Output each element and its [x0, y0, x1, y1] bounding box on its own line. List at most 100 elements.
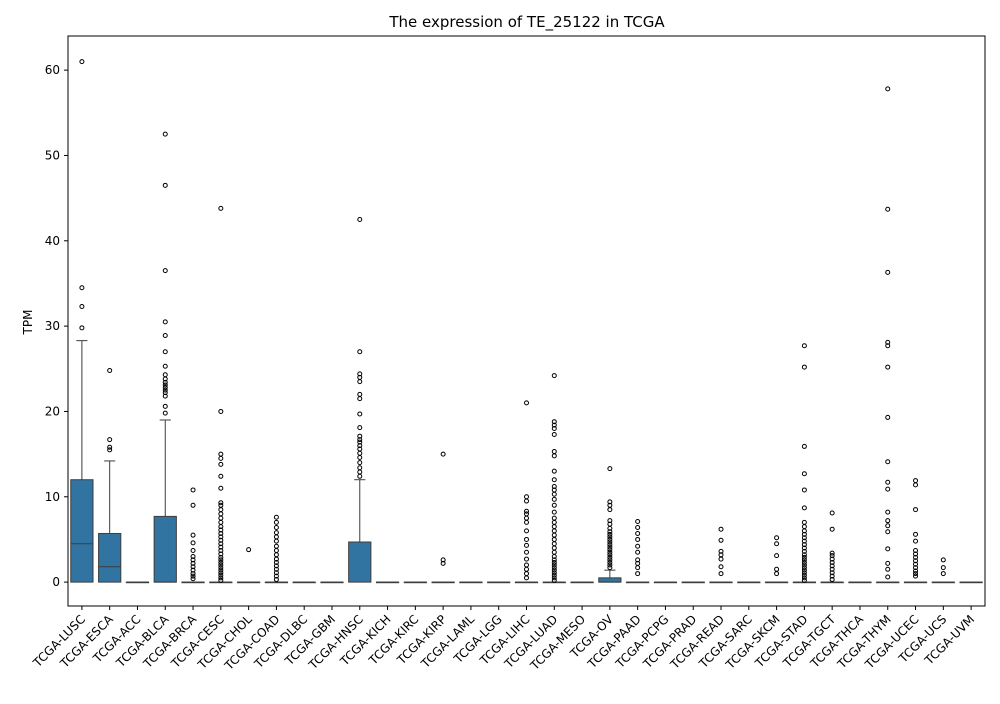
outlier-point — [885, 486, 891, 492]
outlier-point — [551, 570, 557, 576]
outlier-point — [162, 379, 168, 385]
outlier-point — [607, 565, 613, 571]
outlier-point — [162, 403, 168, 409]
y-tick-label: 10 — [45, 490, 60, 504]
outlier-point — [218, 554, 224, 560]
outlier-point — [273, 514, 279, 520]
outlier-point — [885, 509, 891, 515]
box-group-tcga-read — [709, 526, 733, 584]
outlier-point — [829, 559, 835, 565]
outlier-point — [635, 557, 641, 563]
outlier-point — [885, 566, 891, 572]
outlier-point — [885, 459, 891, 465]
outlier-point — [885, 364, 891, 370]
outlier-point — [357, 411, 363, 417]
outlier-point — [801, 538, 807, 544]
outlier-point — [273, 543, 279, 549]
outlier-point — [801, 531, 807, 537]
outlier-point — [829, 563, 835, 569]
outlier-point — [551, 575, 557, 581]
outlier-point — [913, 558, 919, 564]
outlier-point — [801, 535, 807, 541]
outlier-point — [218, 485, 224, 491]
outlier-point — [801, 559, 807, 565]
outlier-point — [162, 410, 168, 416]
outlier-point — [357, 216, 363, 222]
box-group-tcga-hnsc — [348, 216, 372, 583]
box-group-tcga-lihc — [514, 400, 539, 584]
outlier-point — [635, 519, 641, 525]
outlier-point — [940, 557, 946, 563]
outlier-point — [107, 367, 113, 373]
box-group-tcga-kich — [375, 581, 400, 584]
outlier-point — [357, 437, 363, 443]
outlier-point — [524, 511, 529, 517]
outlier-point — [551, 562, 557, 568]
outlier-point — [913, 561, 919, 567]
outlier-point — [273, 524, 279, 530]
outlier-point — [635, 530, 641, 536]
outlier-point — [107, 437, 113, 443]
outlier-point — [551, 487, 557, 493]
box-group-tcga-brca — [181, 487, 205, 584]
outlier-point — [79, 285, 85, 291]
outlier-point — [190, 548, 196, 554]
outlier-point — [885, 343, 891, 349]
outlier-point — [524, 542, 529, 548]
outlier-point — [718, 571, 724, 577]
outlier-point — [190, 573, 196, 579]
outlier-point — [913, 507, 919, 513]
outlier-point — [273, 566, 279, 572]
outlier-point — [162, 268, 168, 274]
box-group-tcga-thca — [848, 581, 872, 584]
outlier-point — [829, 570, 835, 576]
outlier-point — [162, 382, 168, 388]
outlier-point — [218, 461, 224, 467]
outlier-point — [357, 425, 363, 431]
outlier-point — [551, 559, 557, 565]
box-group-tcga-cesc — [209, 205, 233, 584]
outlier-point — [885, 574, 891, 580]
outlier-point — [551, 509, 557, 515]
outlier-point — [218, 500, 224, 506]
outlier-point — [218, 408, 224, 414]
outlier-point — [551, 565, 557, 571]
box-group-tcga-uvm — [959, 581, 983, 584]
outlier-point — [607, 547, 613, 553]
outlier-point — [218, 534, 224, 540]
outlier-point — [218, 530, 224, 536]
outlier-point — [829, 553, 835, 559]
outlier-point — [885, 206, 891, 212]
box-group-tcga-kirp — [431, 451, 455, 584]
outlier-point — [524, 400, 529, 406]
outlier-point — [79, 59, 85, 65]
outlier-point — [801, 552, 807, 558]
outlier-point — [801, 577, 807, 583]
outlier-point — [273, 563, 279, 569]
outlier-point — [357, 439, 363, 445]
box-group-tcga-blca — [153, 131, 177, 583]
box-group-tcga-thym — [876, 86, 900, 584]
box-group-tcga-ov — [598, 466, 622, 583]
outlier-point — [607, 557, 613, 563]
box-group-tcga-meso — [570, 581, 594, 584]
outlier-point — [218, 567, 224, 573]
box-group-tcga-kirc — [403, 581, 427, 584]
outlier-point — [607, 499, 613, 505]
outlier-point — [829, 550, 835, 556]
outlier-point — [801, 570, 807, 576]
outlier-point — [190, 567, 196, 573]
outlier-point — [162, 319, 168, 325]
outlier-point — [801, 542, 807, 548]
outlier-point — [607, 534, 613, 540]
outlier-point — [607, 536, 613, 542]
outlier-point — [357, 465, 363, 471]
outlier-point — [524, 508, 529, 514]
outlier-point — [162, 387, 168, 393]
box-group-tcga-esca — [98, 367, 122, 583]
outlier-point — [218, 541, 224, 547]
outlier-point — [885, 529, 891, 535]
outlier-point — [801, 545, 807, 551]
outlier-point — [551, 419, 557, 425]
